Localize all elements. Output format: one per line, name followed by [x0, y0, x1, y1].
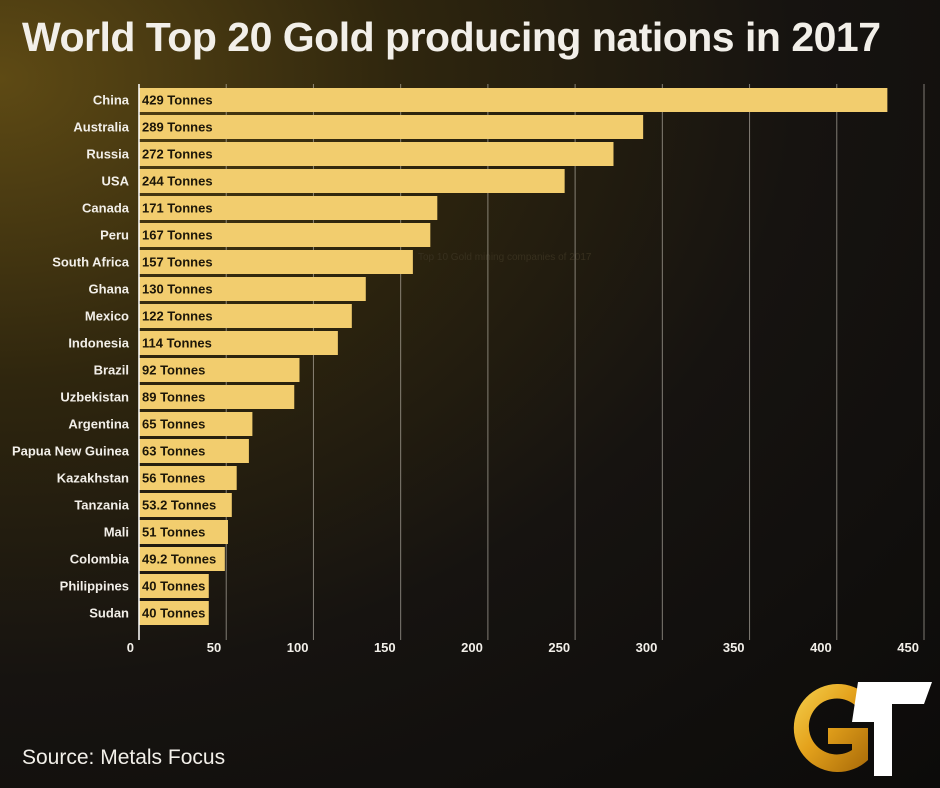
value-label: 122 Tonnes — [142, 309, 213, 324]
value-label: 157 Tonnes — [142, 255, 213, 270]
category-label: South Africa — [52, 255, 130, 270]
value-label: 244 Tonnes — [142, 174, 213, 189]
category-label: USA — [102, 174, 130, 189]
bar — [139, 142, 614, 166]
bar — [139, 304, 352, 328]
x-tick-label: 100 — [287, 640, 309, 655]
bar — [139, 358, 300, 382]
category-label: Colombia — [70, 552, 130, 567]
value-label: 49.2 Tonnes — [142, 552, 216, 567]
gridlines — [225, 84, 925, 640]
bar — [139, 331, 338, 355]
value-label: 114 Tonnes — [142, 336, 212, 351]
bar — [139, 439, 249, 463]
category-label: Kazakhstan — [57, 471, 129, 486]
source-note: Source: Metals Focus — [22, 746, 226, 769]
category-labels: China Australia Russia USA Canada Peru South A… — [12, 93, 130, 621]
bar — [139, 385, 295, 409]
value-label: 167 Tonnes — [142, 228, 213, 243]
value-label: 65 Tonnes — [142, 417, 205, 432]
bar — [139, 277, 366, 301]
bar — [139, 88, 888, 112]
bar — [139, 574, 209, 598]
x-tick-label: 200 — [461, 640, 483, 655]
category-label: Tanzania — [74, 498, 129, 513]
bar — [139, 250, 413, 274]
value-label: 56 Tonnes — [142, 471, 205, 486]
value-label: 289 Tonnes — [142, 120, 213, 135]
category-label: Mexico — [85, 309, 129, 324]
bar — [139, 601, 209, 625]
bar — [139, 547, 225, 571]
value-label: 130 Tonnes — [142, 282, 213, 297]
bar — [139, 169, 565, 193]
x-tick-label: 50 — [207, 640, 221, 655]
bar — [139, 412, 253, 436]
bars — [139, 88, 888, 625]
category-label: Canada — [82, 201, 130, 216]
bar — [139, 223, 431, 247]
x-tick-label: 350 — [723, 640, 745, 655]
x-tick-label: 450 — [897, 640, 919, 655]
category-label: Australia — [73, 120, 129, 135]
x-tick-label: 400 — [810, 640, 832, 655]
category-label: Sudan — [89, 606, 129, 621]
value-label: 429 Tonnes — [142, 93, 213, 108]
value-label: 272 Tonnes — [142, 147, 213, 162]
value-label: 63 Tonnes — [142, 444, 205, 459]
category-label: Uzbekistan — [60, 390, 129, 405]
value-label: 40 Tonnes — [142, 606, 205, 621]
x-tick-labels: 0 50 100 150 200 250 300 350 400 450 — [127, 640, 919, 655]
value-label: 40 Tonnes — [142, 579, 205, 594]
x-tick-label: 0 — [127, 640, 134, 655]
bar — [139, 493, 232, 517]
x-tick-label: 150 — [374, 640, 396, 655]
value-label: 171 Tonnes — [142, 201, 213, 216]
value-labels: 429 Tonnes 289 Tonnes 272 Tonnes 244 Tonnes… — [142, 93, 216, 621]
category-label: Philippines — [60, 579, 129, 594]
gt-logo — [793, 682, 932, 776]
bar — [139, 196, 438, 220]
category-label: Mali — [104, 525, 129, 540]
category-label: Ghana — [89, 282, 130, 297]
category-label: China — [93, 93, 130, 108]
category-label: Brazil — [94, 363, 129, 378]
bar — [139, 466, 237, 490]
bar — [139, 520, 228, 544]
value-label: 51 Tonnes — [142, 525, 205, 540]
value-label: 89 Tonnes — [142, 390, 205, 405]
bar — [139, 115, 644, 139]
chart-title: World Top 20 Gold producing nations in 2… — [22, 14, 881, 60]
category-label: Argentina — [68, 417, 129, 432]
value-label: 53.2 Tonnes — [142, 498, 216, 513]
category-label: Papua New Guinea — [12, 444, 130, 459]
x-tick-label: 250 — [548, 640, 570, 655]
x-tick-label: 300 — [636, 640, 658, 655]
category-label: Peru — [100, 228, 129, 243]
watermark-text: Top 10 Gold mining companies of 2017 — [418, 252, 592, 263]
category-label: Russia — [86, 147, 129, 162]
value-label: 92 Tonnes — [142, 363, 205, 378]
category-label: Indonesia — [68, 336, 129, 351]
